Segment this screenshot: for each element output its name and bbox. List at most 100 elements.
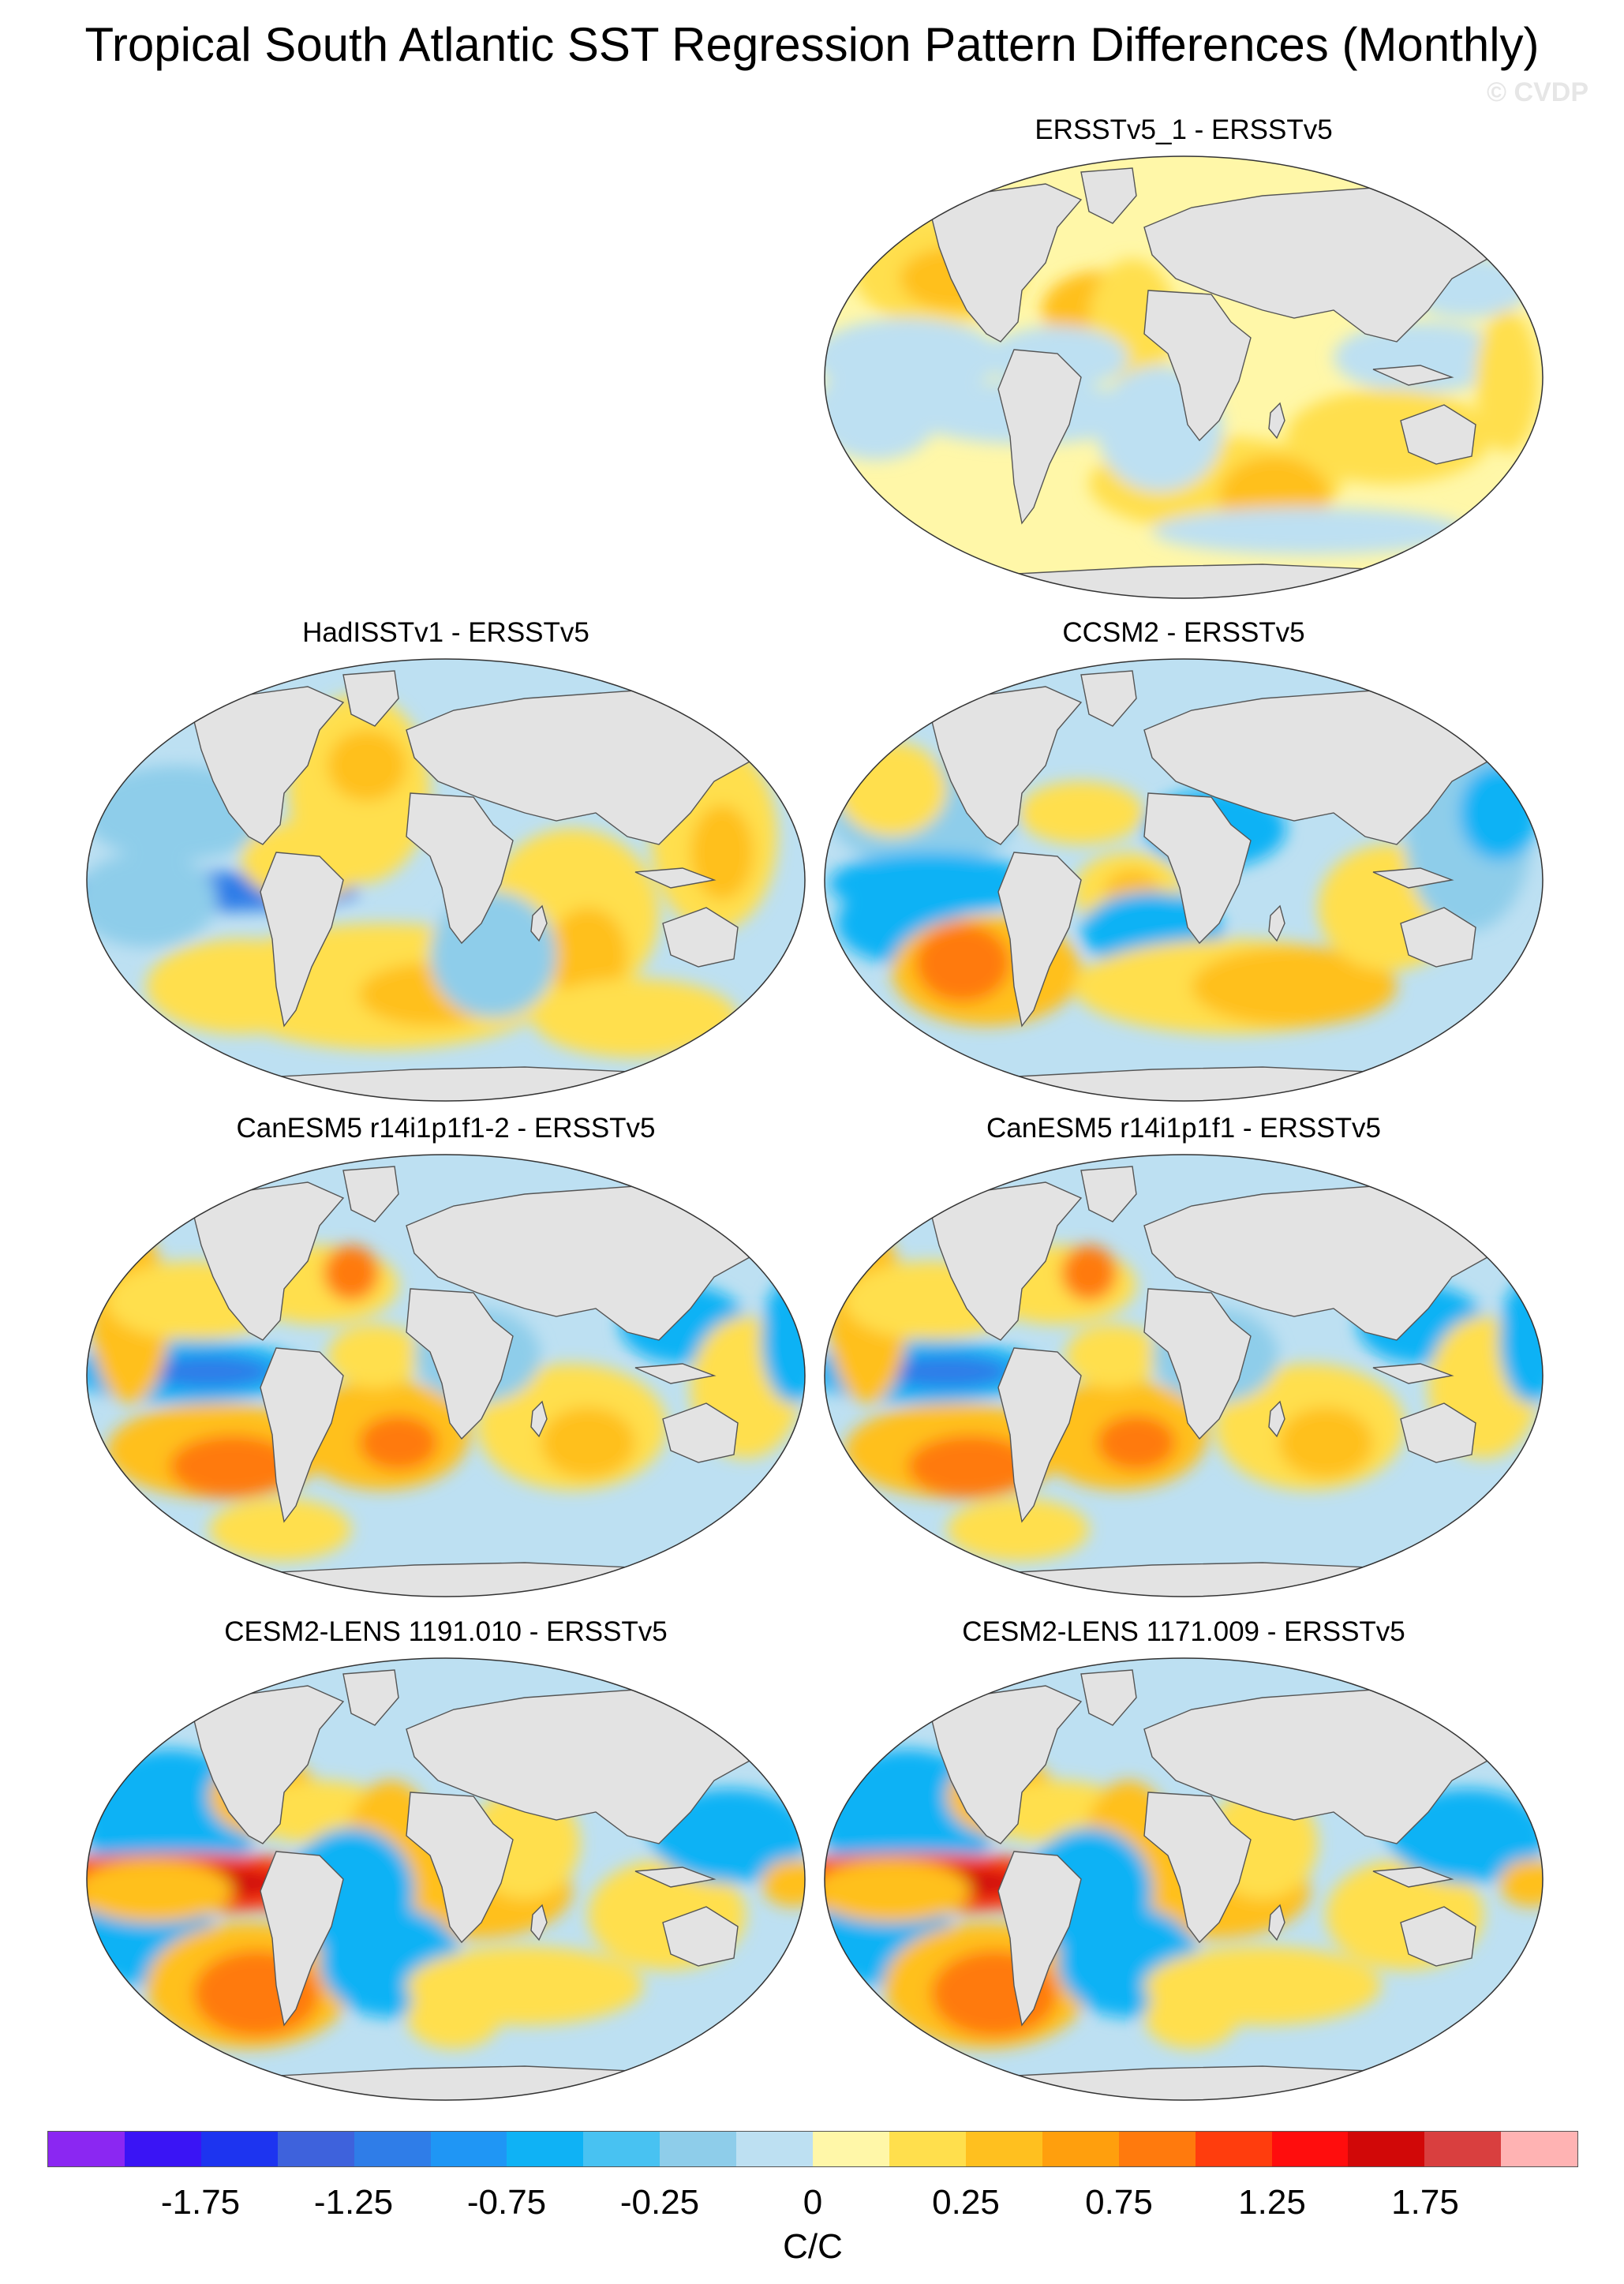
colorbar-swatch: [124, 2132, 201, 2166]
land-ma: [1268, 904, 1285, 942]
colorbar-tick-label: 1.75: [1391, 2183, 1459, 2222]
panel-title: CanESM5 r14i1p1f1 - ERSSTv5: [986, 1113, 1381, 1144]
colorbar-swatch: [660, 2132, 737, 2166]
land-na: [930, 183, 1083, 343]
map-outline: [86, 658, 806, 1102]
colorbar-swatch: [736, 2132, 814, 2166]
land-gl: [1080, 1166, 1137, 1223]
sst-anomaly-patch: [87, 1859, 233, 1923]
land-id: [634, 867, 717, 889]
colorbar-swatch: [1042, 2132, 1119, 2166]
sst-anomaly-patch: [825, 365, 939, 460]
sst-anomaly-patch: [1152, 507, 1468, 555]
sst-anomaly-patch: [1061, 1245, 1117, 1301]
map-outline: [824, 155, 1544, 599]
colorbar-swatch: [200, 2132, 278, 2166]
colorbar-swatch: [430, 2132, 507, 2166]
map-panel: CanESM5 r14i1p1f1-2 - ERSSTv5: [83, 1113, 809, 1602]
land-na: [930, 1181, 1083, 1341]
colorbar: -1.75 -1.25 -0.75 -0.25 0 0.25 0.75 1.25 1.75 C/…: [47, 2131, 1578, 2273]
sst-anomaly-patch: [1476, 310, 1539, 452]
land-na: [193, 1685, 345, 1844]
land-au: [662, 907, 739, 968]
colorbar-swatch: [354, 2132, 431, 2166]
land-gl: [342, 670, 399, 727]
map-panel: CanESM5 r14i1p1f1 - ERSSTv5: [821, 1113, 1547, 1602]
land-af: [406, 1288, 514, 1440]
sst-anomaly-patch: [209, 1498, 351, 1561]
colorbar-unit: C/C: [783, 2227, 843, 2266]
map-panel: ERSSTv5_1 - ERSSTv5: [821, 114, 1547, 604]
land-ma: [1268, 1904, 1285, 1941]
sst-anomaly-patch: [907, 1435, 1034, 1498]
sst-anomaly-patch: [1192, 947, 1397, 1026]
colorbar-tick-label: 0: [803, 2183, 823, 2222]
land-af: [1143, 290, 1252, 442]
land-sa: [997, 1851, 1082, 2027]
colorbar-swatch: [965, 2132, 1042, 2166]
panel-title: CanESM5 r14i1p1f1-2 - ERSSTv5: [236, 1113, 656, 1144]
sst-anomaly-patch: [915, 923, 1010, 1002]
land-eu: [1143, 1185, 1492, 1341]
land-sa: [997, 349, 1082, 525]
land-id: [1372, 1867, 1454, 1888]
world-map: [824, 1657, 1544, 2101]
sst-anomaly-patch: [761, 1859, 805, 1907]
land-gl: [1080, 1669, 1137, 1726]
land-au: [662, 1402, 739, 1463]
colorbar-swatch: [1348, 2132, 1425, 2166]
sst-anomaly-patch: [1499, 1277, 1543, 1403]
land-af: [406, 792, 514, 945]
world-map: [824, 1154, 1544, 1597]
sst-anomaly-patch: [947, 1498, 1089, 1561]
land-na: [930, 1685, 1083, 1844]
map-panel: CESM2-LENS 1171.009 - ERSSTv5: [821, 1616, 1547, 2106]
sst-anomaly-patch: [170, 1435, 296, 1498]
sst-anomaly-patch: [327, 1324, 422, 1387]
sst-anomaly-patch: [1278, 1407, 1373, 1478]
colorbar-swatch: [48, 2132, 125, 2166]
sst-anomaly-patch: [1065, 1324, 1160, 1387]
map-outline: [824, 1154, 1544, 1597]
panel-title: CESM2-LENS 1191.010 - ERSSTv5: [224, 1616, 668, 1647]
colorbar-swatch: [1271, 2132, 1349, 2166]
land-ma: [530, 1904, 548, 1941]
land-gl: [342, 1166, 399, 1223]
sst-anomaly-patch: [1334, 322, 1507, 393]
map-outline: [86, 1657, 806, 2101]
land-id: [1372, 1363, 1454, 1384]
land-af: [406, 1792, 514, 1944]
sst-anomaly-patch: [1144, 1986, 1239, 2049]
map-panel: CCSM2 - ERSSTv5: [821, 617, 1547, 1106]
colorbar-tick-label: -1.25: [313, 2183, 394, 2222]
sst-anomaly-patch: [541, 1407, 635, 1478]
sst-anomaly-patch: [87, 852, 217, 947]
colorbar-swatch: [583, 2132, 660, 2166]
land-eu: [1143, 690, 1492, 845]
land-eu: [406, 690, 754, 845]
sst-anomaly-patch: [324, 1245, 379, 1301]
colorbar-swatch: [1195, 2132, 1272, 2166]
land-sa: [997, 852, 1082, 1028]
land-na: [193, 686, 345, 845]
land-gl: [342, 1669, 399, 1726]
land-eu: [406, 1689, 754, 1844]
map-panel: CESM2-LENS 1191.010 - ERSSTv5: [83, 1616, 809, 2106]
land-sa: [260, 1347, 344, 1523]
land-af: [1143, 1288, 1252, 1440]
colorbar-swatch: [277, 2132, 354, 2166]
land-ma: [530, 904, 548, 942]
land-id: [1372, 365, 1454, 386]
map-panel: HadISSTv1 - ERSSTv5: [83, 617, 809, 1106]
land-eu: [1143, 187, 1492, 343]
land-na: [930, 686, 1083, 845]
watermark: © CVDP: [1487, 77, 1588, 107]
sst-anomaly-patch: [1018, 781, 1144, 844]
land-gl: [1080, 167, 1137, 224]
land-id: [1372, 867, 1454, 889]
sst-anomaly-patch: [884, 1356, 1010, 1387]
land-sa: [260, 852, 344, 1028]
land-af: [1143, 1792, 1252, 1944]
sst-anomaly-patch: [690, 805, 754, 900]
land-na: [193, 1181, 345, 1341]
